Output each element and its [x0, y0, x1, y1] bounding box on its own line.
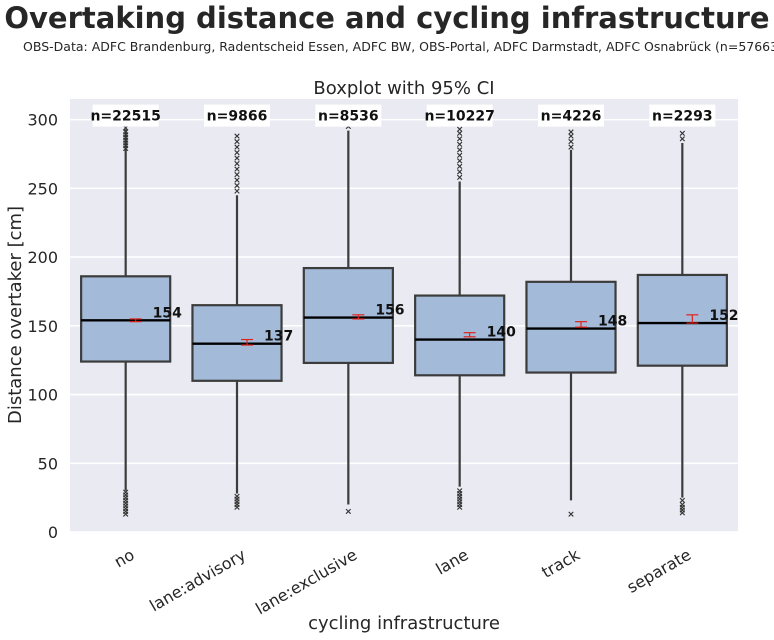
outlier-point — [234, 155, 240, 161]
y-tick-label: 250 — [27, 179, 58, 198]
boxes: 154n=22515137n=9866156n=8536140n=1022714… — [80, 104, 739, 517]
box-group-no: 154 n=22515 — [80, 104, 182, 517]
count-label-bg — [92, 104, 159, 127]
count-label-bg — [426, 104, 493, 127]
count-label: n=22515 — [90, 109, 160, 125]
median-value-label: 148 — [598, 314, 627, 330]
count-label: n=8536 — [318, 109, 379, 125]
box-iqr — [525, 280, 617, 374]
y-tick-label: 300 — [27, 111, 58, 130]
median-value-label: 137 — [264, 329, 293, 345]
outlier-point — [234, 138, 240, 145]
plot-area — [70, 99, 738, 532]
outlier-point — [234, 182, 240, 189]
outlier-point — [234, 149, 240, 156]
count-label: n=4226 — [541, 109, 602, 125]
count-label-bg — [315, 104, 382, 127]
outlier-point — [234, 133, 240, 139]
outlier-point — [345, 508, 352, 515]
outlier-point — [456, 141, 463, 148]
outlier-point — [122, 145, 129, 152]
median-value-label: 154 — [153, 305, 182, 321]
median-value-label: 140 — [487, 325, 516, 341]
count-label: n=2293 — [652, 109, 713, 125]
box-iqr — [636, 273, 728, 367]
y-tick-label: 100 — [27, 386, 58, 405]
outlier-point — [568, 129, 574, 135]
outlier-point — [456, 163, 463, 170]
outlier-point — [234, 177, 240, 183]
outlier-point — [122, 511, 129, 517]
box-group-lane: 140 n=10227 — [414, 104, 516, 510]
box-iqr — [414, 294, 506, 377]
outlier-point — [679, 497, 686, 504]
count-label: n=10227 — [424, 109, 494, 125]
outlier-point — [456, 126, 463, 132]
outlier-point — [234, 144, 240, 150]
box-group-lane-advisory: 137 n=9866 — [191, 104, 293, 510]
y-tick-label: 200 — [27, 248, 58, 267]
chart-subtitle: OBS-Data: ADFC Brandenburg, Radentscheid… — [23, 39, 774, 54]
outlier-point — [456, 174, 463, 181]
outlier-point — [679, 136, 686, 142]
y-tick-label: 0 — [48, 523, 58, 542]
y-tick-label: 50 — [38, 454, 58, 473]
outlier-point — [679, 510, 686, 516]
x-axis-label: cycling infrastructure — [308, 613, 500, 634]
outlier-point — [568, 133, 574, 139]
box-group-track: 148 n=4226 — [525, 104, 627, 517]
count-label-bg — [204, 104, 270, 127]
y-axis-ticks: 0 50 100 150 200 250 300 — [27, 111, 58, 542]
outlier-point — [679, 130, 686, 137]
outlier-point — [234, 171, 240, 178]
y-tick-label: 150 — [27, 317, 58, 336]
grid-lines — [70, 118, 738, 533]
outlier-point — [234, 160, 240, 167]
x-tick-label: separate — [624, 545, 695, 597]
outlier-point — [456, 130, 463, 137]
x-axis-ticks: no lane:advisory lane:exclusive lane track se… — [111, 545, 694, 619]
box-iqr — [302, 266, 394, 365]
outlier-point — [234, 188, 240, 194]
outlier-point — [456, 147, 463, 153]
box-iqr — [80, 275, 172, 363]
box-group-lane-exclusive: 156 n=8536 — [302, 104, 405, 515]
x-tick-label: track — [538, 545, 583, 582]
x-tick-label: no — [111, 545, 138, 571]
box-group-separate: 152 n=2293 — [636, 104, 739, 516]
count-label: n=9866 — [207, 109, 268, 125]
count-label-bg — [649, 104, 716, 127]
median-value-label: 156 — [375, 303, 404, 319]
x-tick-label: lane:exclusive — [252, 545, 360, 618]
x-tick-label: lane:advisory — [146, 545, 249, 615]
x-tick-label: lane — [433, 545, 472, 579]
count-label-bg — [538, 104, 604, 127]
outlier-point — [568, 138, 574, 145]
median-value-label: 152 — [709, 308, 738, 324]
outlier-point — [456, 504, 463, 510]
outlier-point — [456, 136, 463, 142]
outlier-point — [568, 511, 574, 517]
outlier-point — [234, 166, 240, 172]
outlier-point — [456, 152, 463, 159]
y-axis-label: Distance overtaker [cm] — [5, 206, 26, 424]
outlier-point — [568, 144, 574, 150]
outlier-point — [456, 158, 463, 164]
plot-title: Boxplot with 95% CI — [313, 78, 494, 99]
outlier-point — [456, 169, 463, 175]
chart-title: Overtaking distance and cycling infrastr… — [4, 1, 770, 35]
outlier-point — [234, 504, 240, 510]
